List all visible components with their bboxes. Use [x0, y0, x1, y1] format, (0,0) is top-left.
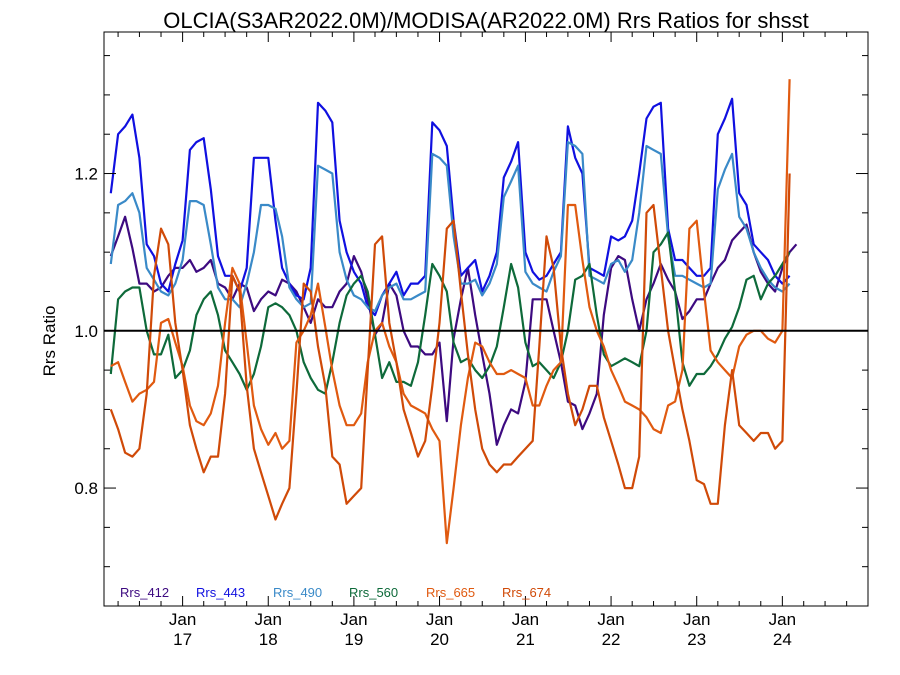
x-tick-label-year: 18	[259, 630, 278, 649]
y-tick-label: 1.2	[74, 165, 98, 184]
x-tick-label-month: Jan	[340, 610, 367, 629]
series-line-rrs-665	[110, 79, 791, 545]
x-tick-label-year: 17	[173, 630, 192, 649]
series-line-rrs-490	[109, 141, 791, 313]
plot-area-frame	[103, 31, 869, 607]
series-line-rrs-443	[109, 97, 791, 317]
series-line-rrs-674	[109, 173, 791, 521]
x-tick-label-year: 22	[602, 630, 621, 649]
y-tick-label: 1.0	[74, 322, 98, 341]
legend-entry-rrs-490: Rrs_490	[273, 585, 322, 600]
x-tick-label-year: 19	[344, 630, 363, 649]
legend: Rrs_412 Rrs_443 Rrs_490 Rrs_560 Rrs_665 Rrs_6…	[120, 585, 551, 600]
series-line-rrs-560	[109, 231, 791, 395]
y-tick-label: 0.8	[74, 479, 98, 498]
x-tick-label-year: 20	[430, 630, 449, 649]
series-layer	[109, 79, 798, 545]
x-tick-label-year: 21	[516, 630, 535, 649]
x-tick-label-month: Jan	[426, 610, 453, 629]
x-tick-label-month: Jan	[512, 610, 539, 629]
x-tick-label-month: Jan	[769, 610, 796, 629]
y-axis-label: Rrs Ratio	[40, 306, 59, 377]
legend-entry-rrs-665: Rrs_665	[426, 585, 475, 600]
y-axis: 0.8 1.0 1.2	[74, 55, 868, 568]
legend-entry-rrs-412: Rrs_412	[120, 585, 169, 600]
legend-entry-rrs-560: Rrs_560	[349, 585, 398, 600]
x-tick-label-year: 23	[687, 630, 706, 649]
x-tick-label-month: Jan	[597, 610, 624, 629]
x-tick-label-month: Jan	[683, 610, 710, 629]
chart-title: OLCIA(S3AR2022.0M)/MODISA(AR2022.0M) Rrs…	[163, 8, 809, 33]
x-tick-label-year: 24	[773, 630, 792, 649]
legend-entry-rrs-674: Rrs_674	[502, 585, 551, 600]
x-tick-label-month: Jan	[255, 610, 282, 629]
x-tick-label-month: Jan	[169, 610, 196, 629]
legend-entry-rrs-443: Rrs_443	[196, 585, 245, 600]
